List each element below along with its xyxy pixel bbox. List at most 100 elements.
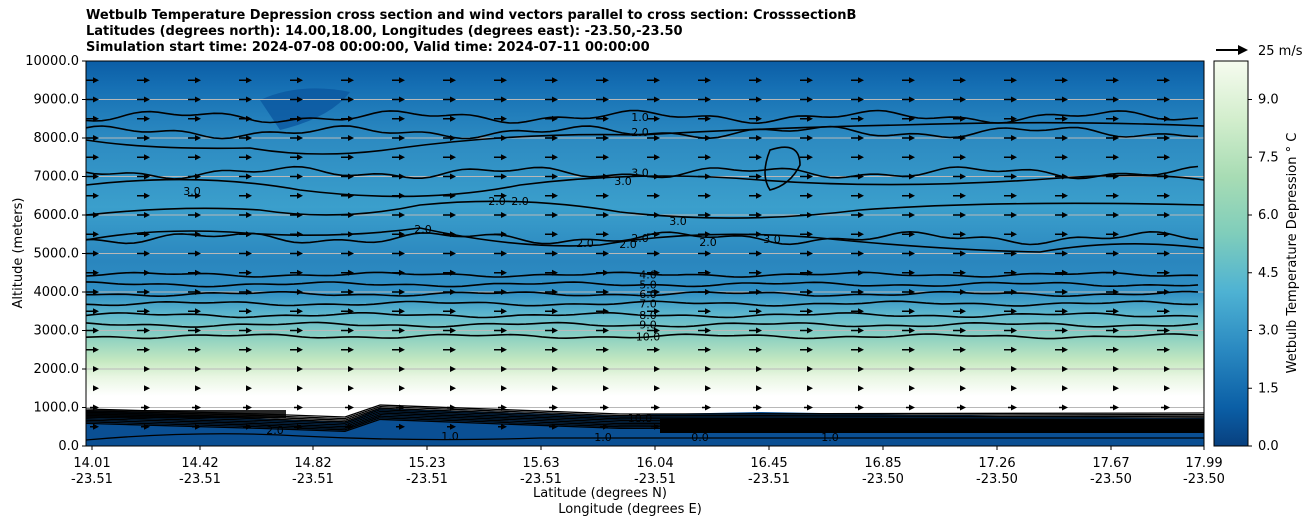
wind-vector-head (807, 231, 813, 238)
wind-vector (137, 231, 150, 238)
wind-vector (855, 404, 864, 411)
wind-vector (1157, 192, 1170, 199)
wind-vector (443, 154, 456, 161)
wind-vector (447, 404, 456, 411)
wind-vector-head (1011, 423, 1017, 430)
wind-vector-head (1113, 192, 1119, 199)
wind-vector-head (858, 327, 864, 334)
wind-vector (192, 404, 201, 411)
wind-vector (297, 385, 303, 392)
wind-vector (953, 308, 966, 315)
wind-vector-head (450, 327, 456, 334)
wind-vector-head (807, 96, 813, 103)
wind-vector-head (297, 192, 303, 199)
wind-vector (188, 96, 201, 103)
contour-label: 2.0 (631, 232, 649, 245)
wind-vector-head (909, 385, 915, 392)
wind-vector (1106, 77, 1119, 84)
wind-vector (243, 423, 252, 430)
wind-vector-head (960, 115, 966, 122)
wind-vector-head (603, 366, 609, 372)
wind-vector (953, 154, 966, 161)
wind-vector (1157, 135, 1170, 141)
contour-label: 2.0 (266, 424, 284, 437)
wind-vector (749, 250, 762, 257)
contour-line (86, 227, 1204, 253)
contour-line (86, 281, 1199, 288)
wind-vector-head (909, 135, 915, 141)
wind-vector (753, 423, 762, 430)
wind-vector (341, 192, 354, 199)
wind-vector-head (144, 135, 150, 141)
wind-vector-head (450, 423, 456, 430)
wind-vector-head (858, 250, 864, 257)
wind-vector-head (501, 115, 507, 122)
wind-vector (246, 366, 252, 372)
wind-vector-head (348, 269, 354, 276)
contour-label: 10.0 (628, 412, 653, 425)
wind-vector-head (1113, 385, 1119, 392)
wind-vector-head (1011, 250, 1017, 257)
wind-vector-head (246, 423, 252, 430)
wind-vector-head (705, 212, 711, 218)
wind-vector (137, 77, 150, 84)
wind-vector-head (552, 404, 558, 411)
wind-vector-head (1011, 308, 1017, 315)
wind-vector (239, 289, 252, 295)
wind-vector-head (246, 385, 252, 392)
x-tick-label-lon: -23.51 (634, 472, 676, 487)
wind-vector-head (501, 346, 507, 353)
wind-vector (960, 366, 966, 372)
x-tick-label-lat: 15.63 (522, 456, 559, 471)
wind-vector (1113, 366, 1119, 372)
y-tick-label: 1000.0 (34, 401, 80, 416)
colorbar-tick-label: 7.5 (1258, 150, 1279, 165)
wind-vector-head (858, 231, 864, 238)
wind-vector (800, 115, 813, 122)
wind-vector-head (1113, 231, 1119, 238)
wind-vector (348, 366, 354, 372)
wind-vector-head (348, 212, 354, 218)
wind-vector-head (246, 250, 252, 257)
wind-vector (698, 212, 711, 218)
wind-vector-head (807, 212, 813, 218)
wind-vector-head (1062, 346, 1068, 353)
wind-vector (1004, 96, 1017, 103)
wind-vector-head (1164, 154, 1170, 161)
wind-vector (290, 289, 303, 295)
wind-vector-head (552, 289, 558, 295)
contour-line (86, 200, 1204, 219)
wind-vector-head (501, 154, 507, 161)
wind-vector-head (858, 404, 864, 411)
wind-vector (698, 77, 711, 84)
wind-vector-head (1113, 423, 1119, 430)
wind-vector (86, 212, 99, 218)
wind-vector-head (705, 269, 711, 276)
wind-vector (294, 423, 303, 430)
wind-vector (902, 115, 915, 122)
wind-vector-head (705, 96, 711, 103)
wind-vector-head (858, 308, 864, 315)
wind-vector (545, 135, 558, 141)
wind-vector (246, 385, 252, 392)
wind-vector (749, 308, 762, 315)
wind-vector (804, 423, 813, 430)
wind-vector-head (195, 173, 201, 180)
wind-vector (749, 192, 762, 199)
wind-vector (141, 404, 150, 411)
wind-vector (86, 154, 99, 161)
wind-vector (647, 212, 660, 218)
wind-vector (443, 77, 456, 84)
wind-vector-head (93, 346, 99, 353)
wind-vector (90, 404, 99, 411)
wind-vector-head (93, 77, 99, 84)
wind-vector (957, 423, 966, 430)
wind-vector-head (1011, 77, 1017, 84)
wind-vector (698, 173, 711, 180)
wind-vector (1055, 346, 1068, 353)
wind-vector (1106, 327, 1119, 334)
wind-vector (851, 173, 864, 180)
wind-vector-head (501, 192, 507, 199)
wind-vector (1106, 289, 1119, 295)
surface-contour-line (86, 433, 1204, 441)
